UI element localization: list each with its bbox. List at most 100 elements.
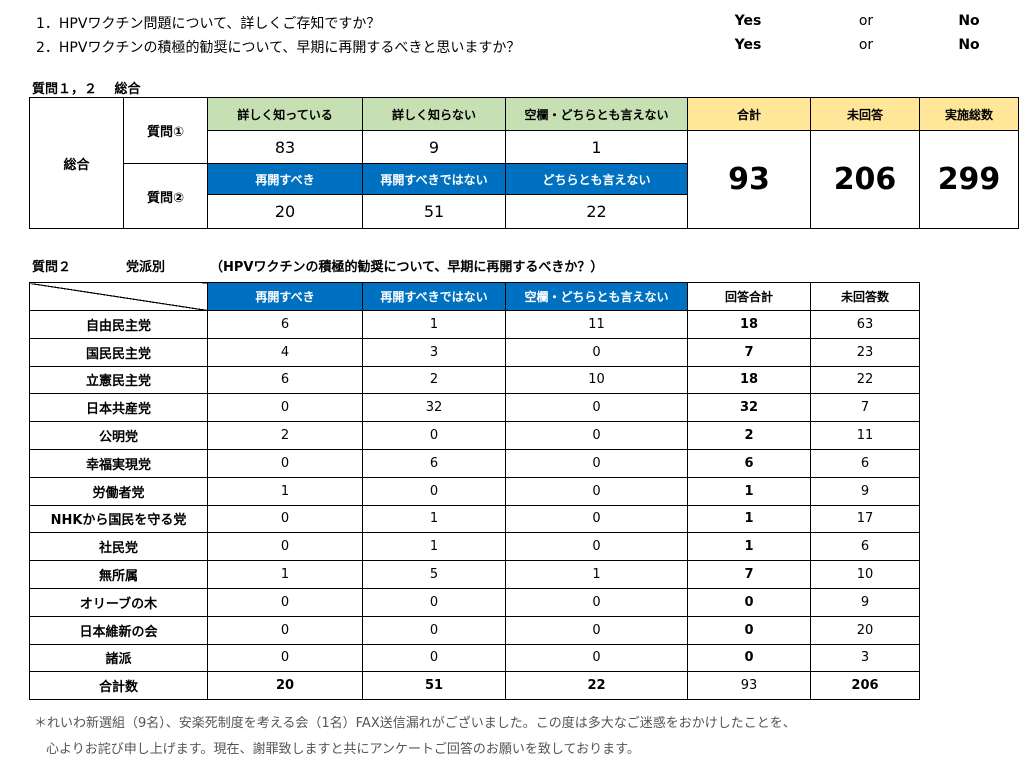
party-cell: 1 [687,532,811,562]
party-cell: 93 [687,671,811,701]
total-row-label: 合計数 [29,671,208,701]
q2-value: 20 [207,194,363,229]
party-cell: 1 [362,532,506,562]
party-cell: 0 [505,504,688,534]
party-name: 幸福実現党 [29,448,208,478]
party-table: 再開すべき 再開すべきではない 空欄・どちらとも言えない 回答合計 未回答数 自… [29,282,920,701]
party-cell: 1 [362,310,506,339]
q1-header: 詳しく知っている [207,97,363,131]
party-cell: 0 [362,421,506,450]
party-cell: 3 [810,643,920,673]
unanswered-header: 未回答 [810,97,920,131]
party-cell: 32 [687,393,811,423]
table-row: 社民党 0 1 0 1 6 [29,532,920,562]
party-cell: 1 [505,560,688,589]
party-cell: 6 [687,448,811,478]
table-row: 立憲民主党 6 2 10 18 22 [29,365,920,395]
party-cell: 0 [362,643,506,673]
party-cell: 7 [810,393,920,423]
party-cell: 9 [810,587,920,617]
table-row: オリーブの木 0 0 0 0 9 [29,587,920,617]
q2-no: No [958,37,980,53]
party-cell: 7 [687,560,811,589]
party-cell: 10 [810,560,920,589]
party-cell: 0 [505,448,688,478]
party-cell: 23 [810,337,920,367]
party-cell: 1 [207,560,363,589]
party-cell: 1 [687,504,811,534]
party-cell: 0 [505,643,688,673]
party-cell: 0 [207,643,363,673]
q2-label: 質問② [123,163,208,229]
party-cell: 0 [505,587,688,617]
footnote-line-2: 心よりお詫び申し上げます。現在、謝罪致しますと共にアンケートご回答のお願いを致し… [46,742,640,757]
grand-total-value: 299 [919,130,1019,229]
q1-header: 詳しく知らない [362,97,506,131]
party-header: 空欄・どちらとも言えない [505,282,688,311]
table-row: 国民民主党 4 3 0 7 23 [29,337,920,367]
party-name: NHKから国民を守る党 [29,504,208,534]
q2-yes: Yes [734,37,762,53]
party-cell: 7 [687,337,811,367]
party-cell: 2 [207,421,363,450]
party-cell: 1 [207,476,363,506]
q1-label: 質問① [123,97,208,164]
party-cell: 0 [505,476,688,506]
party-cell: 10 [505,365,688,395]
party-cell: 0 [362,615,506,645]
table-row: 無所属 1 5 1 7 10 [29,560,920,589]
party-cell: 6 [207,365,363,395]
party-cell: 3 [362,337,506,367]
party-cell: 0 [207,587,363,617]
q2-or: or [858,37,874,53]
party-cell: 22 [810,365,920,395]
party-header: 回答合計 [687,282,811,311]
party-name: 日本共産党 [29,393,208,423]
summary-row-label: 総合 [29,97,124,229]
party-cell: 6 [362,448,506,478]
party-header: 再開すべきではない [362,282,506,311]
party-cell: 6 [810,532,920,562]
party-name: 立憲民主党 [29,365,208,395]
q1-value: 83 [207,130,363,164]
q2-header: どちらとも言えない [505,163,688,195]
question-1: 1．HPVワクチン問題について、詳しくご存知ですか？ [36,16,381,32]
party-cell: 0 [505,393,688,423]
unanswered-value: 206 [810,130,920,229]
table-row: 日本共産党 0 32 0 32 7 [29,393,920,423]
corner-cell [29,282,208,311]
table-row: 労働者党 1 0 0 1 9 [29,476,920,506]
q2-header: 再開すべき [207,163,363,195]
party-cell: 0 [207,393,363,423]
party-cell: 0 [207,532,363,562]
party-header: 再開すべき [207,282,363,311]
party-name: 諸派 [29,643,208,673]
party-header: 未回答数 [810,282,920,311]
party-cell: 0 [362,587,506,617]
table-row: 諸派 0 0 0 0 3 [29,643,920,673]
q1-yes: Yes [734,13,762,29]
party-cell: 18 [687,365,811,395]
party-cell: 9 [810,476,920,506]
party-cell: 11 [810,421,920,450]
party-section-sub: 党派別 [126,260,166,275]
party-cell: 0 [505,337,688,367]
party-cell: 0 [505,421,688,450]
party-cell: 0 [207,615,363,645]
q1-header: 空欄・どちらとも言えない [505,97,688,131]
party-cell: 6 [207,310,363,339]
table-row: 自由民主党 6 1 11 18 63 [29,310,920,339]
party-cell: 22 [505,671,688,701]
party-cell: 18 [687,310,811,339]
total-row: 合計数 20 51 22 93 206 [29,671,920,701]
party-name: オリーブの木 [29,587,208,617]
party-cell: 2 [687,421,811,450]
party-cell: 0 [687,587,811,617]
q2-value: 51 [362,194,506,229]
q1-no: No [958,13,980,29]
q2-header: 再開すべきではない [362,163,506,195]
party-name: 労働者党 [29,476,208,506]
table-row: NHKから国民を守る党 0 1 0 1 17 [29,504,920,534]
question-2: 2．HPVワクチンの積極的勧奨について、早期に再開するべきと思いますか？ [36,40,521,56]
party-cell: 4 [207,337,363,367]
